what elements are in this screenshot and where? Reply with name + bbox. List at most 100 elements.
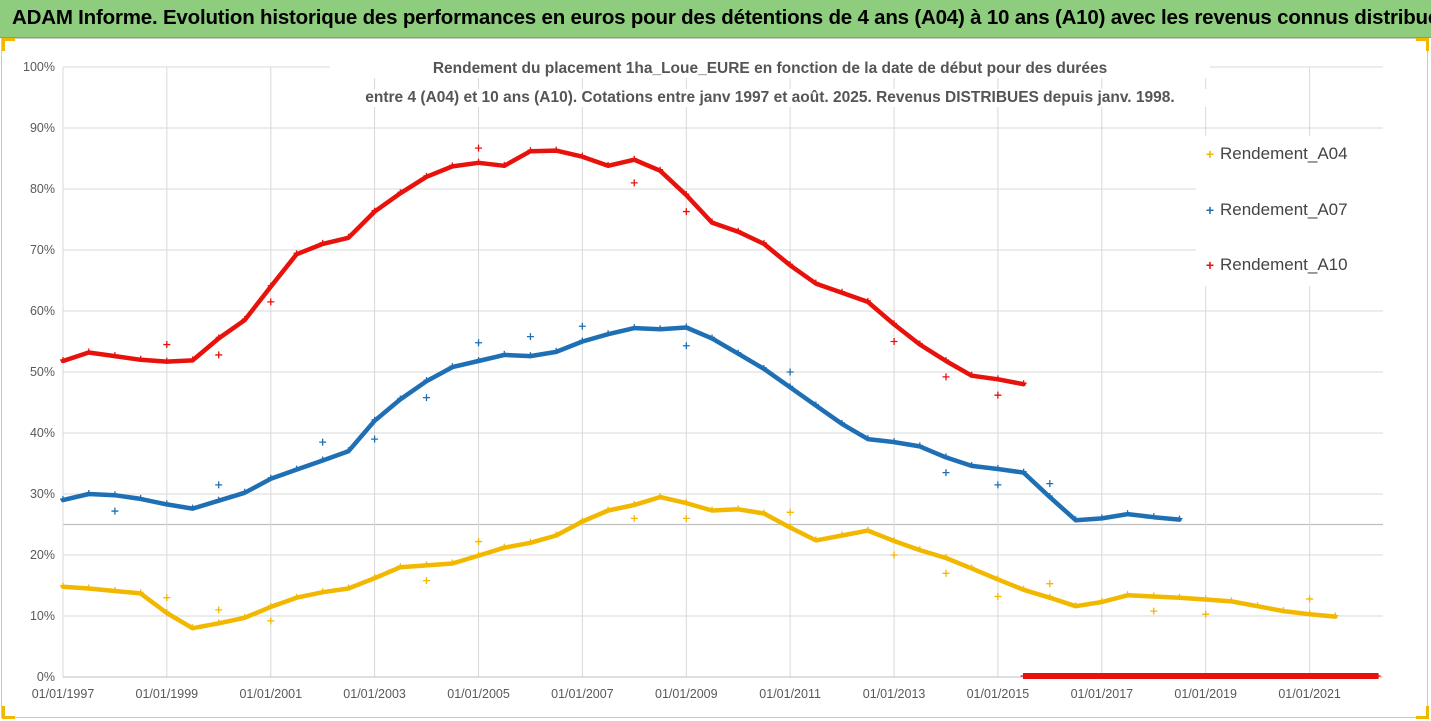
zero-point xyxy=(1254,673,1261,679)
x-tick-label: 01/01/2021 xyxy=(1278,687,1341,701)
x-tick-label: 01/01/2017 xyxy=(1071,687,1134,701)
data-point xyxy=(1124,510,1131,517)
zero-point xyxy=(1338,673,1345,679)
data-point xyxy=(60,496,66,503)
y-tick-label: 30% xyxy=(30,487,55,501)
legend-item-a04: + Rendement_A04 xyxy=(1204,144,1348,168)
data-point xyxy=(891,536,898,543)
data-point xyxy=(735,349,742,356)
data-point xyxy=(163,500,170,507)
outlier-point xyxy=(475,144,483,152)
outlier-point xyxy=(371,435,379,443)
data-point xyxy=(1332,612,1339,619)
data-point xyxy=(657,493,664,500)
outlier-point xyxy=(267,298,275,306)
outlier-point xyxy=(475,538,483,546)
data-point xyxy=(319,588,326,595)
y-axis-ticks: 0% 10% 20% 30% 40% 50% 60% 70% 80% 90% 100% xyxy=(23,60,55,684)
zero-point xyxy=(1110,673,1117,679)
data-point xyxy=(657,325,664,332)
data-point xyxy=(683,323,690,330)
data-point xyxy=(371,416,378,423)
data-point xyxy=(916,340,923,347)
zero-point xyxy=(1146,673,1153,679)
data-point xyxy=(891,438,898,445)
chart-legend: + Rendement_A04 + Rendement_A07 + Rendement… xyxy=(1196,136,1386,286)
zero-point xyxy=(1356,673,1363,679)
outlier-point xyxy=(994,391,1002,399)
x-tick-label: 01/01/2003 xyxy=(343,687,406,701)
chart-grid xyxy=(62,66,1383,678)
zero-point xyxy=(1236,673,1243,679)
data-point xyxy=(760,364,767,371)
data-point xyxy=(1176,515,1183,522)
zero-point xyxy=(1374,673,1381,679)
data-point xyxy=(812,536,819,543)
legend-item-a07: + Rendement_A07 xyxy=(1204,200,1348,224)
outlier-point xyxy=(682,514,690,522)
outlier-point xyxy=(111,507,119,515)
outlier-point xyxy=(163,341,171,349)
zero-point xyxy=(1074,673,1081,679)
data-point xyxy=(839,419,846,426)
data-point xyxy=(1150,513,1157,520)
legend-marker-a04: + xyxy=(1205,146,1215,162)
data-point xyxy=(994,575,1001,582)
outlier-point xyxy=(786,368,794,376)
legend-marker-a07: + xyxy=(1205,202,1215,218)
zero-point xyxy=(1038,673,1045,679)
data-point xyxy=(137,355,144,362)
data-point xyxy=(891,320,898,327)
data-point xyxy=(1176,593,1183,600)
zero-point xyxy=(1344,673,1351,679)
data-point xyxy=(709,506,716,513)
zero-point xyxy=(1086,673,1093,679)
data-point xyxy=(371,574,378,581)
zero-point xyxy=(1266,673,1273,679)
zero-point xyxy=(1032,673,1039,679)
data-point xyxy=(397,563,404,570)
data-point xyxy=(111,491,118,498)
data-point xyxy=(1020,585,1027,592)
data-point xyxy=(267,602,274,609)
zero-point xyxy=(1128,673,1135,679)
zero-point xyxy=(1326,673,1333,679)
zero-point xyxy=(1116,673,1123,679)
data-point xyxy=(683,191,690,198)
data-point xyxy=(579,152,586,159)
y-tick-label: 50% xyxy=(30,365,55,379)
zero-point xyxy=(1152,673,1159,679)
outlier-point xyxy=(1046,480,1054,488)
frame-corner-top-right xyxy=(1416,38,1429,51)
zero-point xyxy=(1332,673,1339,679)
chart-series xyxy=(60,144,1381,679)
zero-point xyxy=(1242,673,1249,679)
data-point xyxy=(293,465,300,472)
series-trace-0 xyxy=(60,494,1338,631)
legend-label-a10: Rendement_A10 xyxy=(1220,255,1348,274)
data-point xyxy=(475,551,482,558)
zero-point xyxy=(1296,673,1303,679)
y-tick-label: 90% xyxy=(30,121,55,135)
series-trace-1 xyxy=(60,325,1182,523)
zero-point xyxy=(1122,673,1129,679)
outlier-point xyxy=(163,594,171,602)
zero-point xyxy=(1248,673,1255,679)
y-tick-label: 20% xyxy=(30,548,55,562)
data-point xyxy=(631,155,638,162)
zero-point xyxy=(1200,673,1207,679)
data-point xyxy=(864,526,871,533)
outlier-point xyxy=(215,351,223,359)
data-point xyxy=(760,239,767,246)
data-point xyxy=(709,218,716,225)
data-point xyxy=(501,543,508,550)
series-trace-2 xyxy=(60,148,1026,387)
zero-point xyxy=(1134,673,1141,679)
outlier-point xyxy=(942,469,950,477)
zero-point xyxy=(1098,673,1105,679)
data-point xyxy=(1254,602,1261,609)
data-point xyxy=(683,499,690,506)
data-point xyxy=(1098,514,1105,521)
y-tick-label: 80% xyxy=(30,182,55,196)
